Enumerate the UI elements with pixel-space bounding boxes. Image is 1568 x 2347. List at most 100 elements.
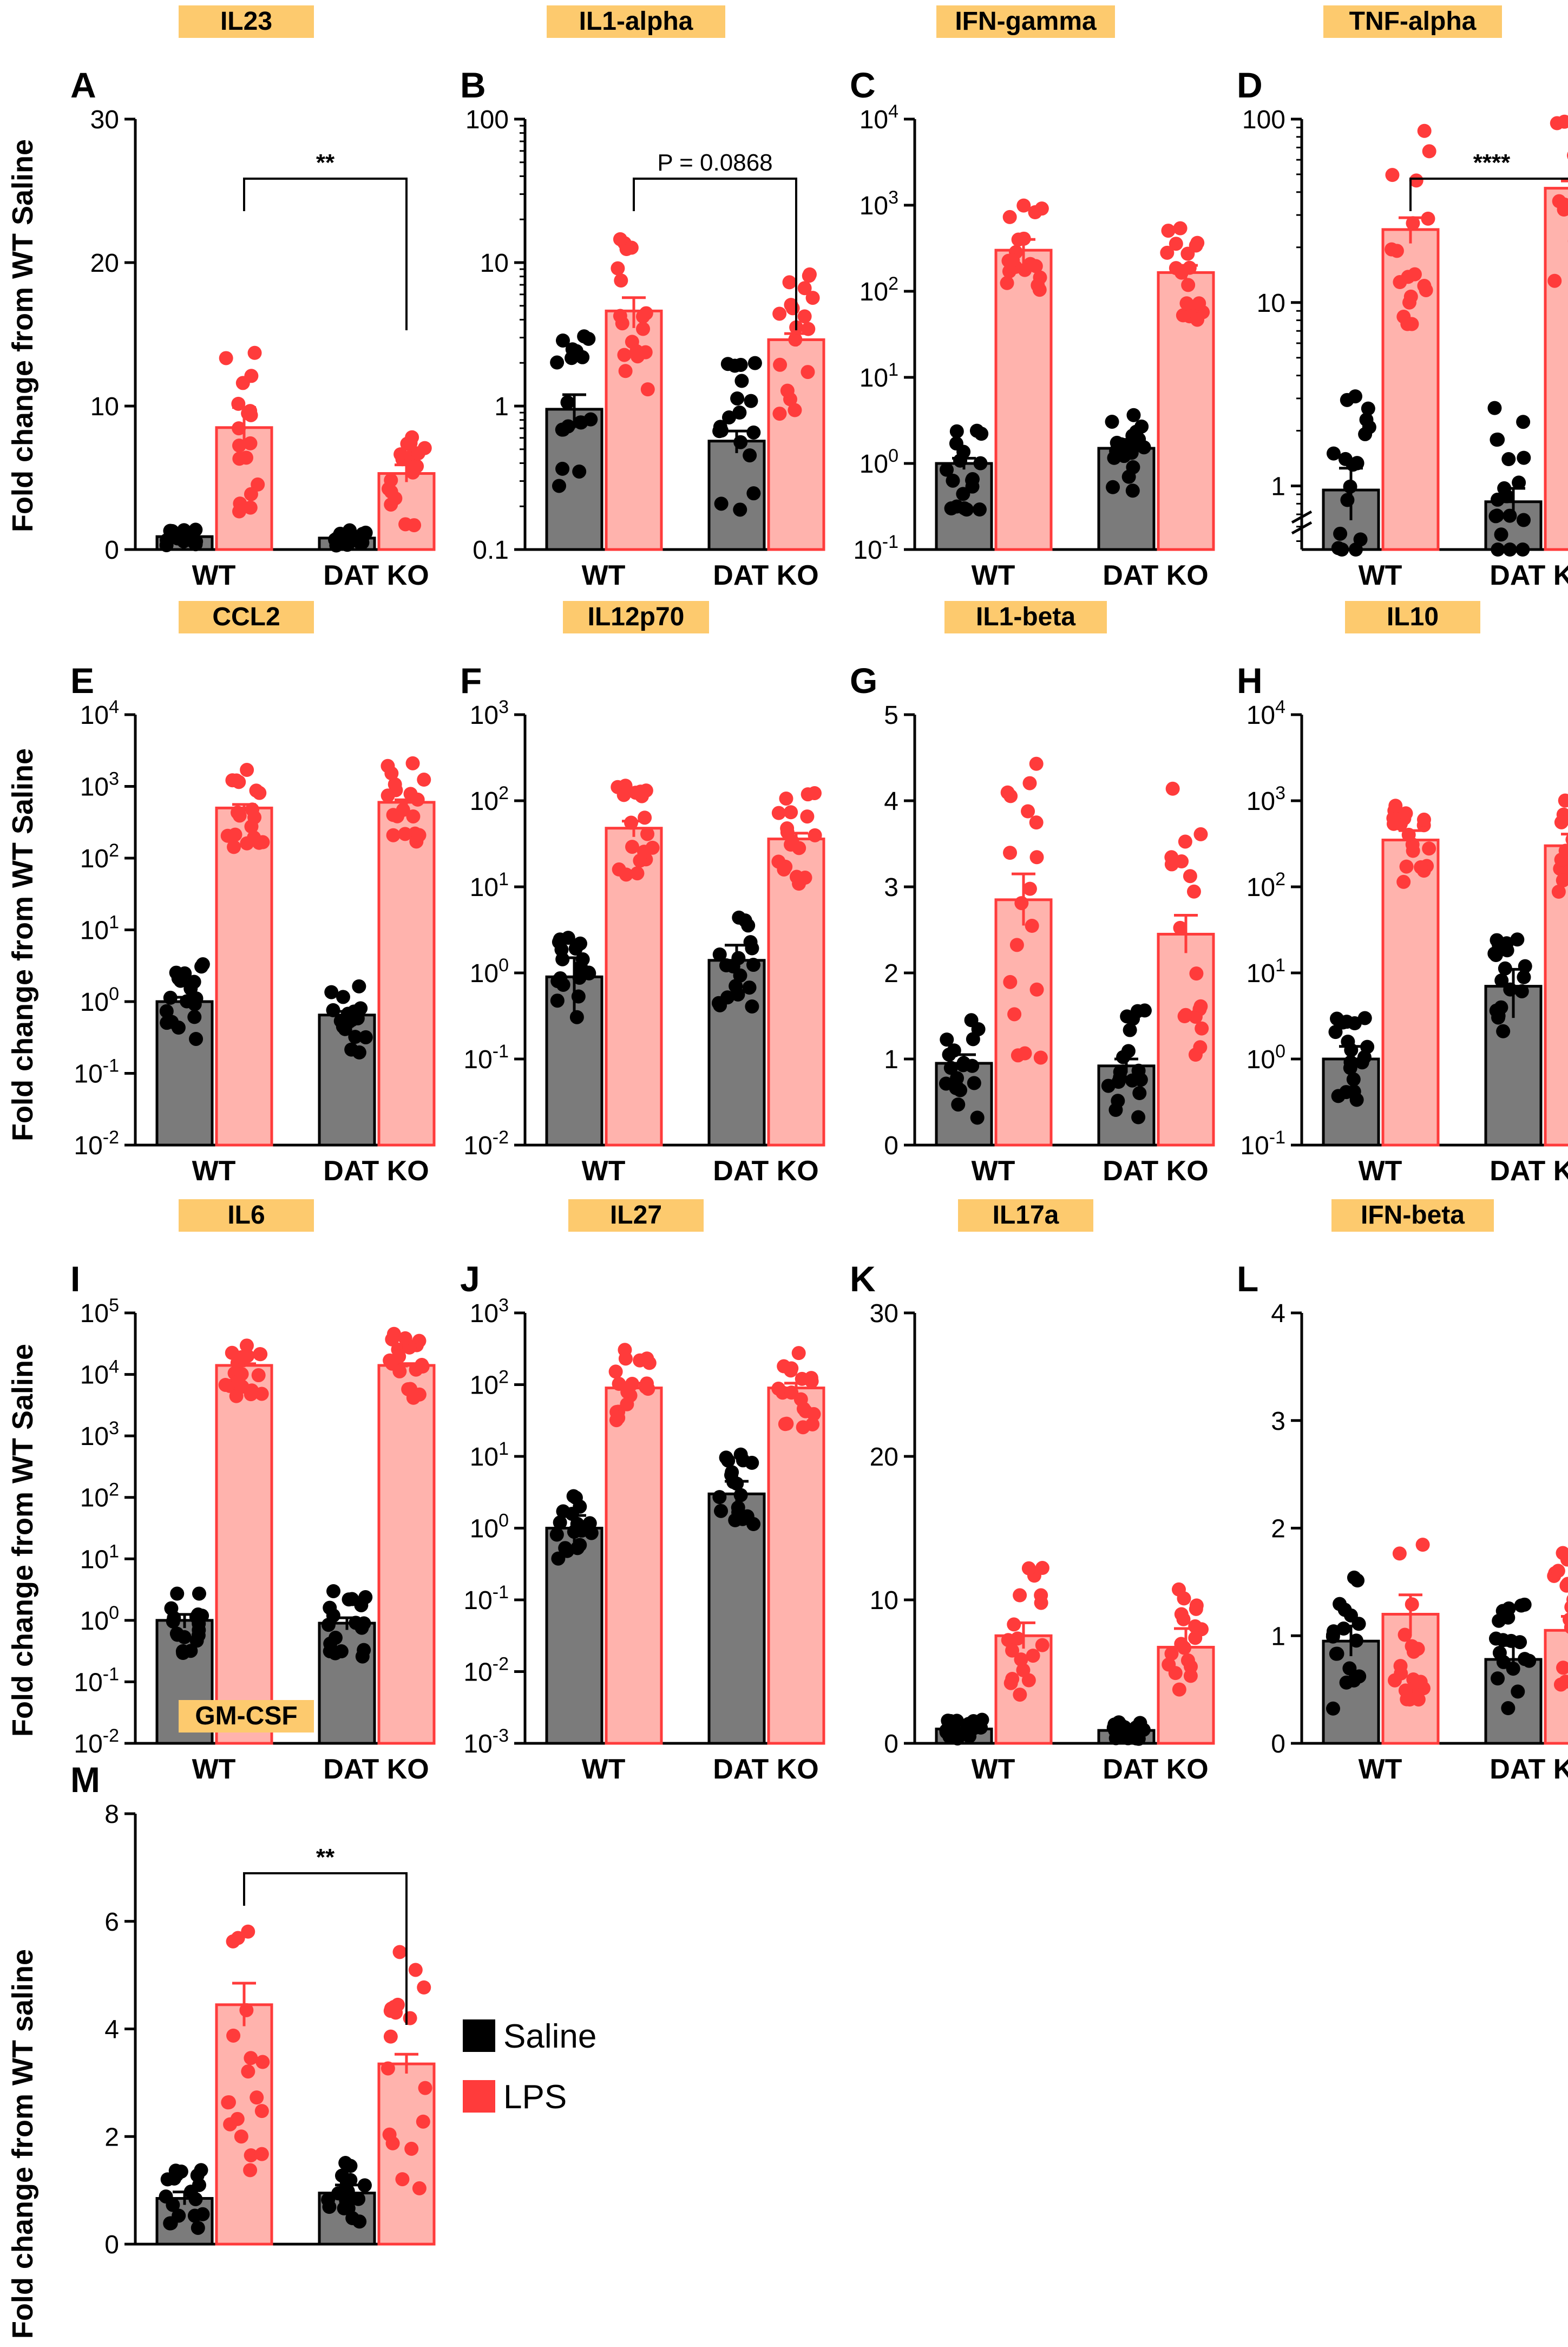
- data-point: [1498, 961, 1512, 976]
- row1-ylabel: Fold change from WT Saline: [6, 139, 39, 532]
- data-point: [780, 821, 795, 836]
- data-point: [386, 828, 401, 842]
- y-tick-label: 1: [884, 1045, 898, 1074]
- bar: [215, 806, 273, 1147]
- y-tick-label: 0: [1271, 1730, 1285, 1758]
- legend-lps-swatch: [463, 2080, 495, 2113]
- data-point: [1035, 1638, 1049, 1652]
- data-point: [746, 486, 761, 501]
- data-point: [1132, 1086, 1147, 1101]
- data-point: [1396, 874, 1411, 889]
- data-point: [1388, 799, 1403, 813]
- group-label-wt: WT: [972, 1155, 1015, 1187]
- data-point: [183, 1644, 198, 1658]
- data-point: [1021, 804, 1035, 819]
- data-point: [1331, 1089, 1346, 1103]
- group-label-wt: WT: [972, 560, 1015, 591]
- data-point: [570, 1541, 585, 1555]
- bar: [1157, 932, 1215, 1147]
- data-point: [553, 971, 568, 985]
- data-point: [1011, 1048, 1025, 1063]
- data-point: [640, 827, 655, 841]
- data-point: [232, 421, 246, 436]
- data-point: [1393, 1659, 1408, 1673]
- y-tick-label: 103: [80, 1418, 119, 1451]
- data-point: [1188, 1009, 1203, 1024]
- data-point: [1514, 984, 1529, 998]
- y-tick-label: 1: [1271, 1622, 1285, 1651]
- title-box: [179, 1199, 314, 1232]
- data-point: [225, 1345, 239, 1360]
- data-point: [412, 2181, 427, 2195]
- data-point: [560, 395, 575, 410]
- data-point: [1120, 1009, 1134, 1024]
- data-point: [408, 1963, 423, 1977]
- data-point: [166, 2198, 180, 2212]
- data-point: [380, 2061, 395, 2076]
- data-point: [802, 267, 817, 282]
- data-point: [782, 275, 797, 290]
- significance-bracket: [633, 178, 797, 330]
- data-point: [326, 1608, 340, 1623]
- data-point: [806, 1407, 821, 1421]
- data-point: [1487, 401, 1502, 415]
- data-point: [411, 446, 425, 461]
- y-tick-label: 105: [80, 1295, 119, 1328]
- data-point: [1517, 450, 1531, 465]
- data-point: [625, 840, 640, 854]
- data-point: [732, 406, 747, 420]
- data-point: [1177, 1009, 1192, 1024]
- data-point: [398, 1331, 412, 1345]
- y-tick-label: 104: [1246, 697, 1285, 730]
- data-point: [403, 1382, 418, 1396]
- data-point: [1007, 1617, 1021, 1632]
- data-point: [617, 348, 632, 362]
- y-tick-label: 100: [860, 446, 898, 479]
- data-point: [1517, 970, 1531, 984]
- data-point: [743, 448, 757, 463]
- data-point: [551, 1551, 566, 1566]
- group-label-wt: WT: [1359, 1754, 1402, 1785]
- data-point: [712, 947, 727, 962]
- data-point: [328, 1631, 343, 1645]
- data-point: [342, 1010, 357, 1025]
- data-point: [1399, 859, 1414, 874]
- data-point: [412, 828, 427, 842]
- bar: [215, 1364, 273, 1745]
- data-point: [239, 1338, 254, 1353]
- data-point: [1422, 144, 1436, 159]
- data-point: [614, 273, 628, 288]
- data-point: [253, 1347, 268, 1362]
- y-tick-label: 101: [80, 912, 119, 945]
- data-point: [628, 786, 643, 800]
- data-point: [1173, 221, 1188, 236]
- data-point: [942, 1729, 957, 1744]
- data-point: [569, 1010, 584, 1024]
- y-tick-label: 103: [860, 187, 898, 220]
- data-point: [1005, 1671, 1020, 1686]
- data-point: [382, 2127, 397, 2142]
- data-point: [1560, 1577, 1568, 1591]
- data-point: [171, 1021, 186, 1035]
- title-box: [568, 1199, 704, 1232]
- data-point: [618, 364, 633, 378]
- data-point: [1162, 1657, 1176, 1672]
- data-point: [388, 491, 403, 506]
- y-tick-label: 0.1: [473, 536, 509, 565]
- panel-title: IL1-alpha: [579, 7, 693, 36]
- row3-ylabel: Fold change from WT Saline: [6, 1344, 39, 1737]
- data-point: [254, 2104, 269, 2119]
- data-point: [1006, 253, 1020, 267]
- data-point: [352, 979, 366, 993]
- title-box: [563, 601, 709, 633]
- panel-d: TNF-alpha D 1 10 100 WT DAT KO ****: [1237, 5, 1568, 591]
- data-point: [406, 809, 421, 823]
- data-point: [712, 1490, 727, 1505]
- group-label-dat-ko: DAT KO: [713, 1155, 818, 1187]
- data-point: [943, 1061, 958, 1075]
- data-point: [1175, 854, 1189, 869]
- data-point: [746, 425, 761, 440]
- data-point: [1510, 932, 1525, 947]
- data-point: [336, 990, 350, 1004]
- data-point: [969, 423, 984, 438]
